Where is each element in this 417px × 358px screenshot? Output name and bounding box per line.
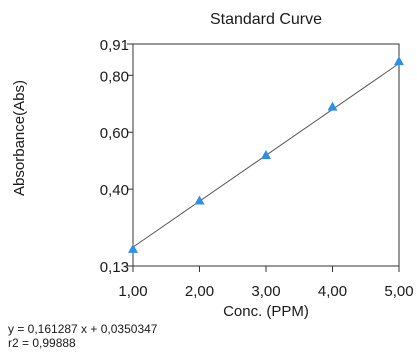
x-tick-label: 1,00 <box>118 283 147 300</box>
plot-area: 0,13 0,40 0,60 0,80 0,91 1,00 2,00 3,00 4,00 5,00 <box>100 37 414 300</box>
data-point <box>261 150 271 159</box>
x-tick-label: 4,00 <box>318 283 347 300</box>
data-point <box>194 195 205 205</box>
y-tick-label: 0,91 <box>100 37 129 54</box>
data-point <box>394 56 404 66</box>
data-point <box>327 101 338 111</box>
y-axis-label: Absorbance(Abs) <box>11 80 28 196</box>
y-tick-label: 0,13 <box>100 259 129 276</box>
x-tick-label: 3,00 <box>251 283 280 300</box>
x-axis-label: Conc. (PPM) <box>223 303 309 320</box>
y-tick-label: 0,80 <box>100 68 129 85</box>
chart-title: Standard Curve <box>210 11 322 28</box>
y-tick-label: 0,40 <box>100 182 129 199</box>
x-tick-label: 2,00 <box>185 283 214 300</box>
regression-equation: y = 0,161287 x + 0,0350347 <box>8 322 158 336</box>
y-tick-label: 0,60 <box>100 125 129 142</box>
data-point <box>128 243 138 253</box>
r-squared-value: r2 = 0,99888 <box>8 336 76 350</box>
x-tick-label: 5,00 <box>384 283 413 300</box>
